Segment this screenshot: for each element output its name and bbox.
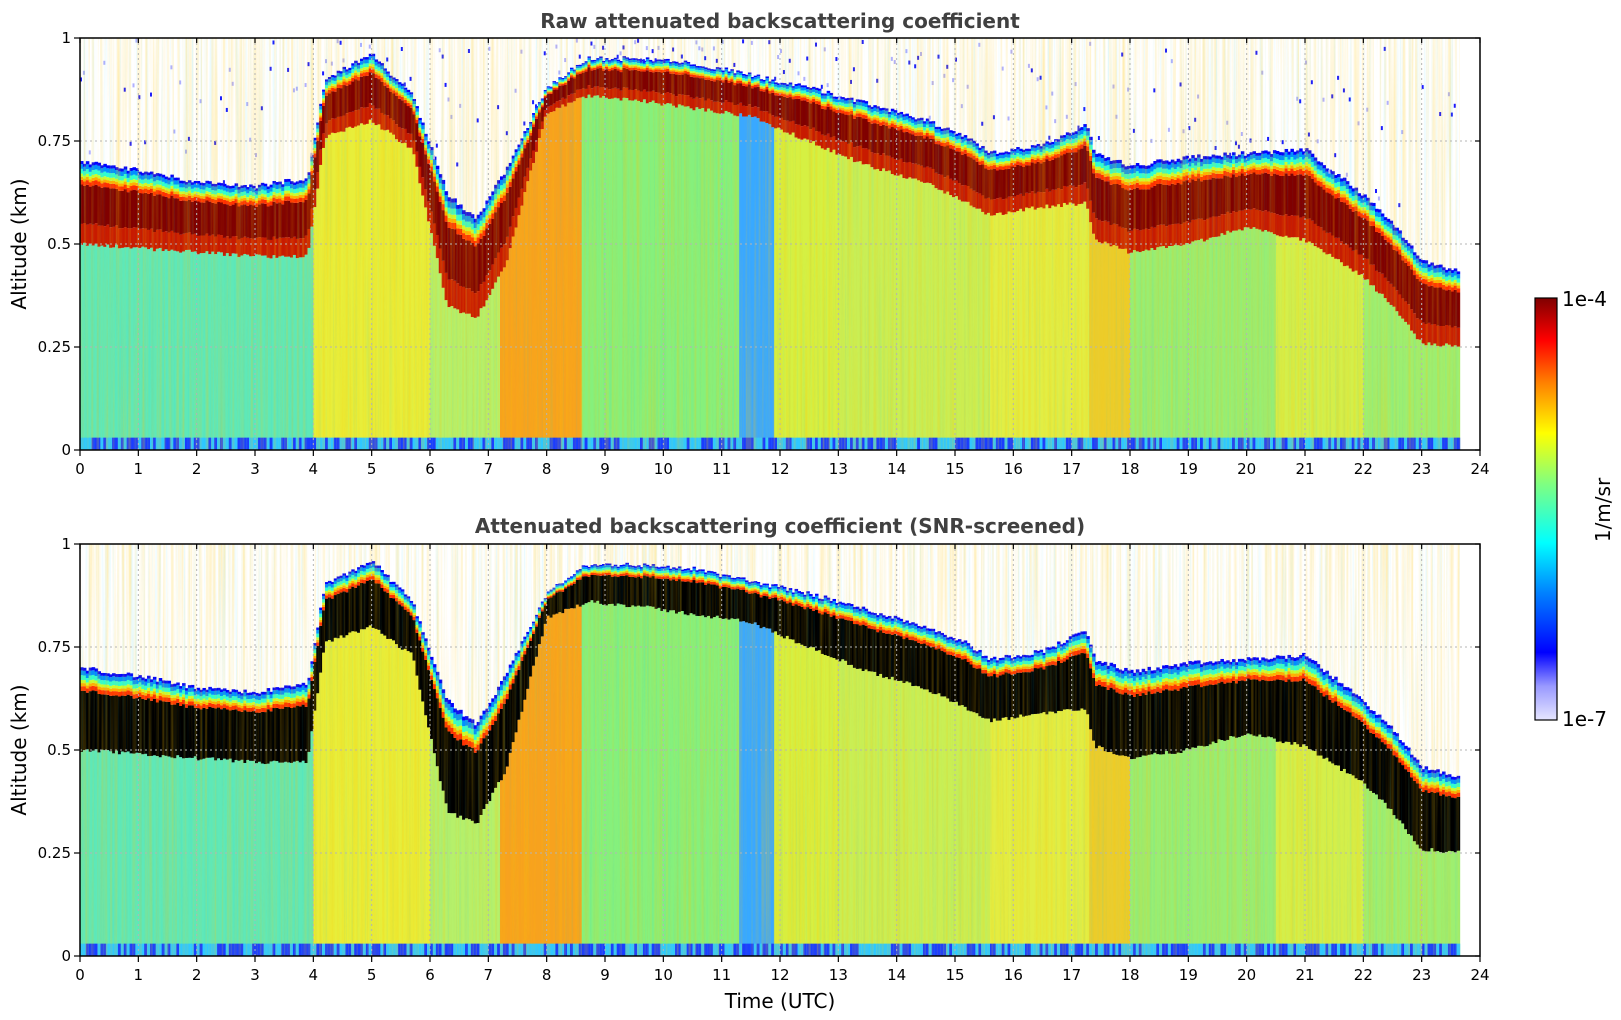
x-tick-label: 6 [425,460,435,478]
x-tick-label: 3 [250,460,260,478]
x-tick-label: 1 [134,460,144,478]
panel-title-raw: Raw attenuated backscattering coefficien… [540,9,1020,33]
panel-raw: Raw attenuated backscattering coefficien… [7,9,1490,478]
x-ticks-raw: 0 1 2 3 4 5 6 7 8 9 10 11 12 13 14 15 16 17 18 19 20 21 22 23 24 [75,38,1490,478]
x-tick-label: 4 [309,460,319,478]
plot-area-raw [80,38,1480,450]
x-tick-label: 7 [484,460,494,478]
x-tick-label: 0 [75,460,85,478]
grid-raw [80,38,1480,450]
heat-texture-cool [80,38,1460,450]
heatmap-raw [80,38,1461,450]
x-tick-label: 5 [367,460,377,478]
x-tick-label: 2 [192,460,202,478]
